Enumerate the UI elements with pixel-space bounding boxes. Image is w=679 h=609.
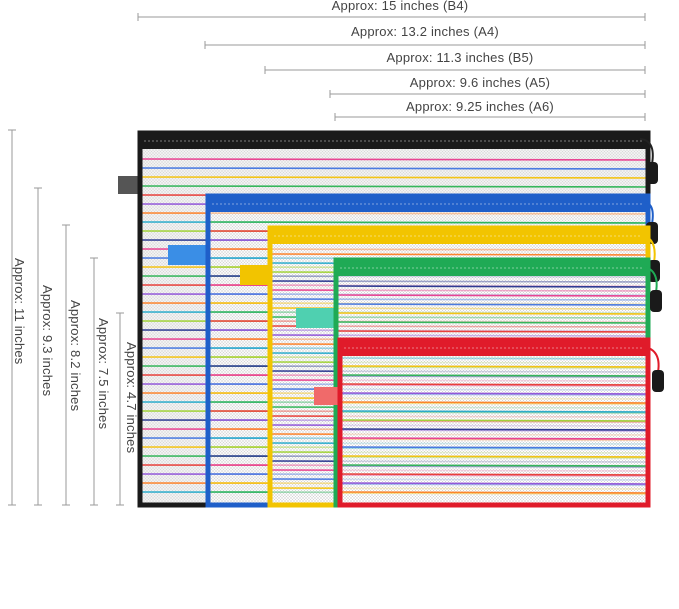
width-label-a4: Approx: 13.2 inches (A4) xyxy=(351,24,499,39)
bag-stripe xyxy=(341,491,647,494)
bag-mesh xyxy=(340,340,648,505)
height-label-b4: Approx: 11 inches xyxy=(12,258,27,365)
bag-tab xyxy=(296,308,336,328)
bag-stripe xyxy=(341,401,647,404)
dimension-lines xyxy=(8,13,646,506)
bag-stripe xyxy=(337,294,647,297)
bag-stripe xyxy=(341,365,647,368)
bag-stripe xyxy=(341,419,647,422)
bag-stripe xyxy=(341,383,647,386)
height-label-a4: Approx: 9.3 inches xyxy=(40,285,55,397)
bag-stripe xyxy=(337,303,647,306)
zipper-cord xyxy=(639,265,658,293)
zipper-cord xyxy=(639,233,656,263)
bag-zipper-band xyxy=(340,340,648,356)
bag-stripe xyxy=(341,392,647,395)
zipper-pull-icon xyxy=(650,290,662,312)
width-label-b5: Approx: 11.3 inches (B5) xyxy=(386,50,534,65)
zipper-pull-icon xyxy=(652,370,664,392)
bag-stripe xyxy=(141,185,647,188)
bag-stripe xyxy=(337,312,647,315)
bag-stripe xyxy=(337,330,647,333)
bag-stripe xyxy=(341,437,647,440)
bag-tab xyxy=(118,176,138,194)
zipper-cord xyxy=(639,138,654,165)
height-label-b5: Approx: 8.2 inches xyxy=(68,300,83,412)
bag-stripe xyxy=(141,176,647,179)
bag-tab xyxy=(240,265,270,285)
width-label-b4: Approx: 15 inches (B4) xyxy=(331,0,469,13)
bag-zipper-band xyxy=(270,228,648,244)
bag-stripe xyxy=(141,158,647,161)
bag-tab xyxy=(314,387,340,405)
bag-a6 xyxy=(314,337,664,508)
zipper-cord xyxy=(639,345,660,373)
bag-stripe xyxy=(341,374,647,377)
bag-zipper-band xyxy=(336,260,648,276)
bag-stripe xyxy=(341,473,647,476)
height-label-a6: Approx: 4.7 inches xyxy=(124,342,139,454)
width-label-a5: Approx: 9.6 inches (A5) xyxy=(409,75,551,90)
zipper-pull-icon xyxy=(646,162,658,184)
bag-stripe xyxy=(337,321,647,324)
bag-stripe xyxy=(209,221,647,224)
bag-stripe xyxy=(341,446,647,449)
bag-stripe xyxy=(341,455,647,458)
bag-stripe xyxy=(341,464,647,467)
bag-zipper-band xyxy=(140,133,648,149)
width-label-a6: Approx: 9.25 inches (A6) xyxy=(406,99,554,114)
bag-stripe xyxy=(271,253,647,256)
bag-tab xyxy=(168,245,208,265)
zipper-cord xyxy=(639,200,654,225)
bag-stripe xyxy=(341,410,647,413)
bag-stripe xyxy=(141,167,647,170)
bag-stack xyxy=(118,130,664,508)
height-label-a5: Approx: 7.5 inches xyxy=(96,318,111,430)
bag-stripe xyxy=(341,482,647,485)
bag-stripe xyxy=(341,428,647,431)
bag-zipper-band xyxy=(208,196,648,212)
zipper-pull-icon xyxy=(648,260,660,282)
bag-stripe xyxy=(337,285,647,288)
